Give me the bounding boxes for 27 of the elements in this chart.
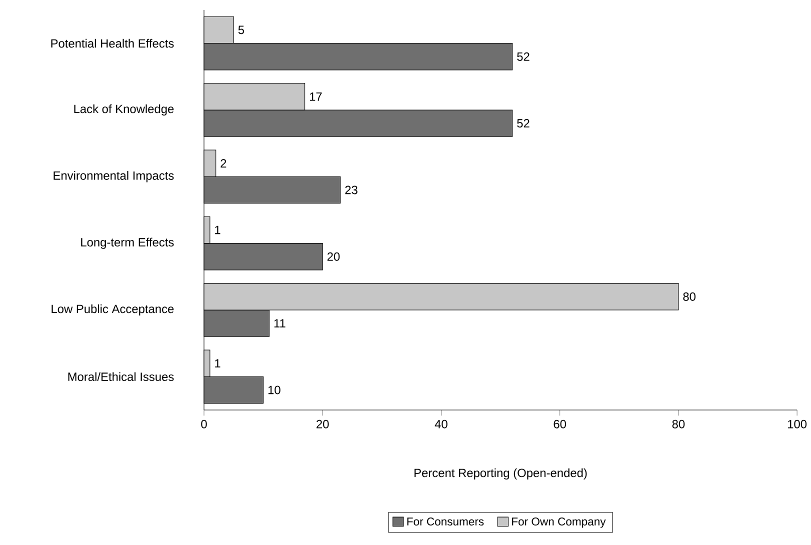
data-label: 10 — [268, 386, 280, 394]
y-tick-label: Potential Health Effects — [51, 38, 174, 48]
y-tick-label: Low Public Acceptance — [52, 304, 174, 316]
x-tick-label: 20 — [316, 420, 329, 428]
x-tick-label: 80 — [672, 420, 685, 428]
data-label: 20 — [327, 252, 340, 261]
data-label: 52 — [517, 52, 530, 61]
data-label: 52 — [517, 118, 530, 128]
y-tick-label: Long-term Effects — [81, 238, 174, 249]
x-tick-label: 100 — [788, 420, 807, 428]
data-label: 23 — [345, 186, 358, 194]
data-label: 5 — [238, 26, 244, 34]
y-tick-label: Environmental Impacts — [54, 170, 174, 182]
y-tick-label: Lack of Knowledge — [74, 104, 174, 116]
data-label: 2 — [220, 158, 226, 168]
x-tick-label: 0 — [201, 420, 207, 428]
x-tick-label: 40 — [434, 420, 448, 428]
legend-label: For Own Company — [512, 517, 606, 528]
y-tick-label: Moral/Ethical Issues — [68, 372, 174, 381]
x-axis-title: Percent Reporting (Open-ended) — [414, 468, 587, 480]
x-tick-label: 60 — [554, 420, 566, 428]
data-label: 80 — [683, 292, 696, 301]
data-label: 11 — [274, 319, 286, 328]
data-label: 1 — [215, 226, 220, 234]
legend-label: For Consumers — [407, 517, 484, 526]
data-label: 17 — [310, 92, 322, 101]
data-label: 1 — [215, 359, 220, 368]
